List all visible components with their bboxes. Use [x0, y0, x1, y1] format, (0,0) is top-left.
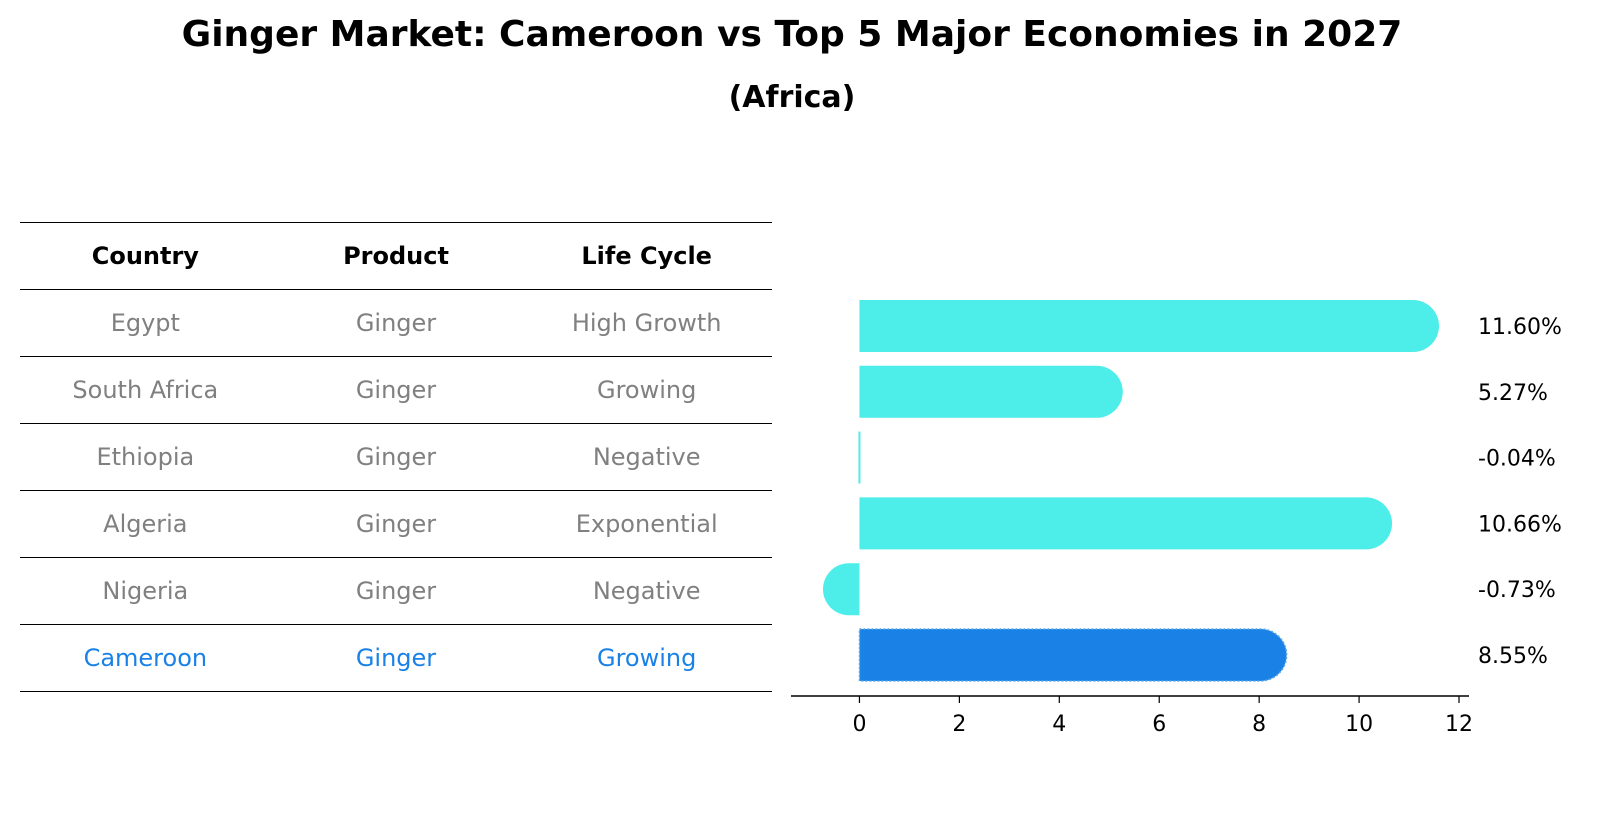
table-row: Nigeria Ginger Negative: [20, 558, 772, 625]
x-tick-label: 2: [952, 712, 966, 737]
cell-country: Egypt: [110, 309, 180, 337]
cell-product: Ginger: [355, 309, 437, 337]
chart-title: Ginger Market: Cameroon vs Top 5 Major E…: [181, 14, 1403, 55]
x-tick-label: 10: [1345, 712, 1373, 737]
cell-product: Ginger: [355, 443, 437, 471]
bar-cameroon: [858, 628, 1288, 682]
data-label: -0.04%: [1478, 447, 1556, 472]
market-table: Country Product Life Cycle Egypt Ginger …: [20, 222, 772, 692]
cell-country: South Africa: [72, 376, 219, 404]
cell-product: Ginger: [355, 376, 437, 404]
cell-life-cycle: Negative: [592, 443, 701, 471]
cell-life-cycle: Negative: [592, 577, 701, 605]
bar-south-africa: [859, 365, 1123, 418]
bar-egypt: [859, 300, 1440, 352]
header-product: Product: [343, 242, 449, 270]
x-tick-label: 4: [1052, 712, 1066, 737]
data-label: 11.60%: [1478, 315, 1562, 340]
header-country: Country: [91, 242, 199, 270]
cell-country: Algeria: [103, 510, 188, 538]
table-header-row: Country Product Life Cycle: [20, 222, 772, 290]
cell-product: Ginger: [355, 644, 437, 672]
data-label: 5.27%: [1478, 381, 1548, 406]
header-life-cycle: Life Cycle: [581, 242, 712, 270]
table-row: Egypt Ginger High Growth: [20, 290, 772, 357]
bar-ethiopia: [858, 431, 861, 484]
bar-algeria: [859, 497, 1393, 550]
cell-life-cycle: Growing: [596, 644, 697, 672]
chart-subtitle: (Africa): [728, 80, 856, 115]
table-row-highlighted: Cameroon Ginger Growing: [20, 625, 772, 692]
x-tick-label: 8: [1252, 712, 1266, 737]
cell-life-cycle: High Growth: [571, 309, 722, 337]
data-label: 10.66%: [1478, 512, 1562, 537]
bar-nigeria: [822, 563, 860, 616]
table-row: South Africa Ginger Growing: [20, 357, 772, 424]
cell-country: Nigeria: [102, 577, 189, 605]
table-row: Ethiopia Ginger Negative: [20, 424, 772, 491]
data-label: -0.73%: [1478, 578, 1556, 603]
cell-product: Ginger: [355, 577, 437, 605]
cell-product: Ginger: [355, 510, 437, 538]
cell-life-cycle: Growing: [596, 376, 697, 404]
cell-country: Ethiopia: [96, 443, 195, 471]
table-row: Algeria Ginger Exponential: [20, 491, 772, 558]
x-tick-label: 6: [1152, 712, 1166, 737]
x-tick-label: 12: [1445, 712, 1473, 737]
x-tick-label: 0: [852, 712, 866, 737]
cell-life-cycle: Exponential: [575, 510, 718, 538]
cell-country: Cameroon: [83, 644, 208, 672]
data-label: 8.55%: [1478, 644, 1548, 669]
